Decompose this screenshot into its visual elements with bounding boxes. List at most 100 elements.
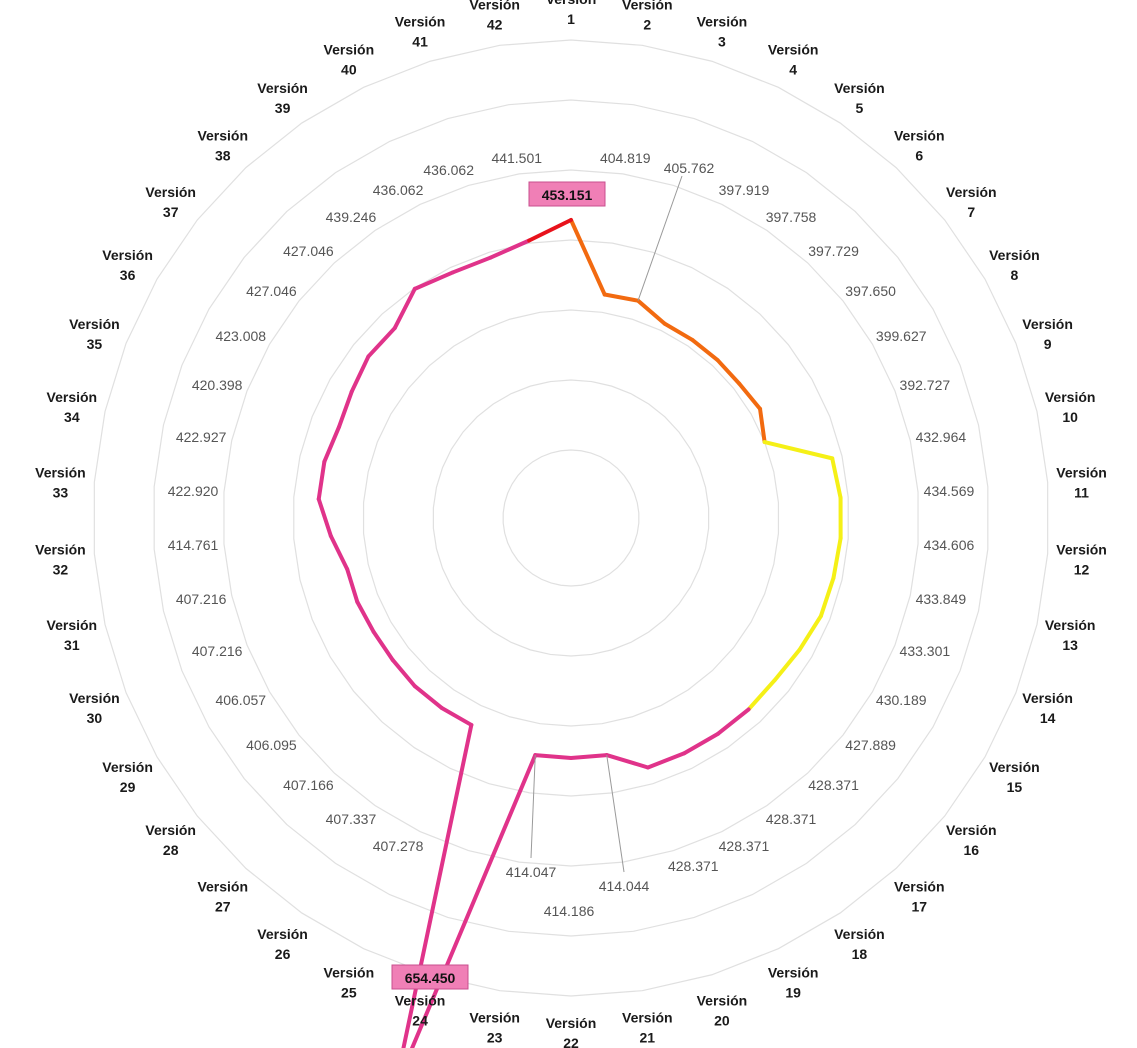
- category-label-12: Versión 12: [1056, 541, 1107, 577]
- series-segment-2: [602, 292, 641, 303]
- leader-line-23: [530, 755, 536, 859]
- category-label-11: Versión 11: [1056, 465, 1107, 501]
- grid-ring-3: [362, 309, 780, 727]
- value-label-30: 407.216: [192, 643, 243, 659]
- series-segment-4: [662, 321, 695, 342]
- category-label-3: Versión 3: [697, 14, 748, 50]
- category-label-34: Versión 34: [47, 389, 98, 425]
- value-label-4: 397.919: [719, 182, 770, 198]
- series-segment-14: [797, 614, 823, 652]
- category-label-33: Versión 33: [35, 465, 86, 501]
- value-label-41: 436.062: [423, 162, 474, 178]
- series-segment-9: [762, 440, 835, 461]
- series-segment-13: [818, 575, 836, 619]
- series-segment-17: [716, 707, 751, 736]
- category-label-27: Versión 27: [197, 878, 248, 914]
- value-label-42: 441.501: [491, 150, 542, 166]
- series-segment-29: [355, 599, 376, 634]
- series-segment-23: [409, 753, 538, 1048]
- value-label-7: 397.650: [845, 283, 896, 299]
- leader-line-21: [606, 755, 625, 873]
- series-segment-32: [316, 497, 333, 538]
- series-segment-35: [337, 389, 354, 429]
- series-segment-3: [636, 298, 667, 326]
- value-label-13: 433.849: [916, 591, 967, 607]
- value-label-10: 432.964: [916, 429, 967, 445]
- series-segment-5: [690, 337, 720, 363]
- grid-ring-6: [153, 99, 989, 937]
- grid-ring-2: [432, 379, 710, 657]
- value-label-5: 397.758: [766, 209, 817, 225]
- series-segment-22: [533, 753, 573, 760]
- value-label-29: 406.057: [215, 692, 266, 708]
- value-label-17: 428.371: [808, 777, 859, 793]
- value-label-36: 423.008: [215, 328, 266, 344]
- value-label-1: 453.151: [542, 187, 593, 203]
- category-label-5: Versión 5: [834, 80, 885, 116]
- value-label-14: 433.301: [900, 643, 951, 659]
- category-label-29: Versión 29: [102, 759, 153, 795]
- category-label-19: Versión 19: [768, 964, 819, 1000]
- value-label-8: 399.627: [876, 328, 927, 344]
- series-segment-21: [569, 753, 609, 760]
- series-segment-33: [316, 459, 327, 502]
- series-segment-27: [390, 658, 417, 689]
- series-segment-34: [322, 424, 342, 464]
- category-label-28: Versión 28: [145, 822, 196, 858]
- value-label-20: 428.371: [668, 858, 719, 874]
- value-label-33: 422.920: [168, 483, 219, 499]
- value-label-26: 407.337: [326, 811, 377, 827]
- category-label-2: Versión 2: [622, 0, 673, 33]
- value-label-25: 407.278: [373, 838, 424, 854]
- category-label-31: Versión 31: [47, 617, 98, 653]
- category-label-40: Versión 40: [324, 42, 375, 78]
- category-label-15: Versión 15: [989, 759, 1040, 795]
- category-label-20: Versión 20: [697, 992, 748, 1028]
- series-segment-6: [715, 358, 742, 386]
- series-segment-41: [488, 238, 532, 260]
- value-label-3: 405.762: [664, 160, 715, 176]
- series-segment-8: [758, 406, 767, 445]
- value-label-32: 414.761: [168, 537, 219, 553]
- series-segment-40: [450, 255, 493, 275]
- value-label-21: 414.044: [599, 878, 650, 894]
- value-label-22: 414.186: [544, 903, 595, 919]
- series-segment-38: [392, 286, 417, 331]
- series-segment-24: [401, 722, 474, 1048]
- category-label-17: Versión 17: [894, 878, 945, 914]
- series-segment-18: [682, 731, 721, 756]
- series-segment-12: [831, 536, 843, 580]
- series-segment-19: [645, 751, 687, 770]
- category-label-21: Versión 21: [622, 1009, 673, 1045]
- series-segment-26: [412, 684, 444, 710]
- value-label-6: 397.729: [808, 243, 859, 259]
- category-label-26: Versión 26: [257, 926, 308, 962]
- category-label-8: Versión 8: [989, 247, 1040, 283]
- category-label-24: Versión 24: [395, 992, 446, 1028]
- category-label-41: Versión 41: [395, 14, 446, 50]
- leader-line-3: [637, 175, 683, 301]
- series-segment-25: [439, 705, 474, 727]
- value-label-12: 434.606: [924, 537, 975, 553]
- series-segment-30: [345, 567, 360, 604]
- category-label-23: Versión 23: [469, 1009, 520, 1045]
- series-segment-36: [349, 354, 371, 394]
- value-label-18: 428.371: [766, 811, 817, 827]
- series-segment-28: [371, 629, 395, 663]
- category-label-22: Versión 22: [546, 1015, 597, 1048]
- category-label-6: Versión 6: [894, 128, 945, 164]
- highlight-box-24: [391, 964, 469, 990]
- value-label-9: 392.727: [900, 377, 951, 393]
- series-segment-42: [527, 218, 573, 243]
- series-segment-10: [830, 456, 843, 500]
- category-label-38: Versión 38: [197, 128, 248, 164]
- leader-lines: [530, 175, 683, 873]
- value-label-31: 407.216: [176, 591, 227, 607]
- category-label-9: Versión 9: [1022, 316, 1073, 352]
- value-label-16: 427.889: [845, 737, 896, 753]
- radar-grid: [93, 39, 1049, 997]
- category-label-30: Versión 30: [69, 690, 120, 726]
- series-segment-15: [772, 647, 802, 683]
